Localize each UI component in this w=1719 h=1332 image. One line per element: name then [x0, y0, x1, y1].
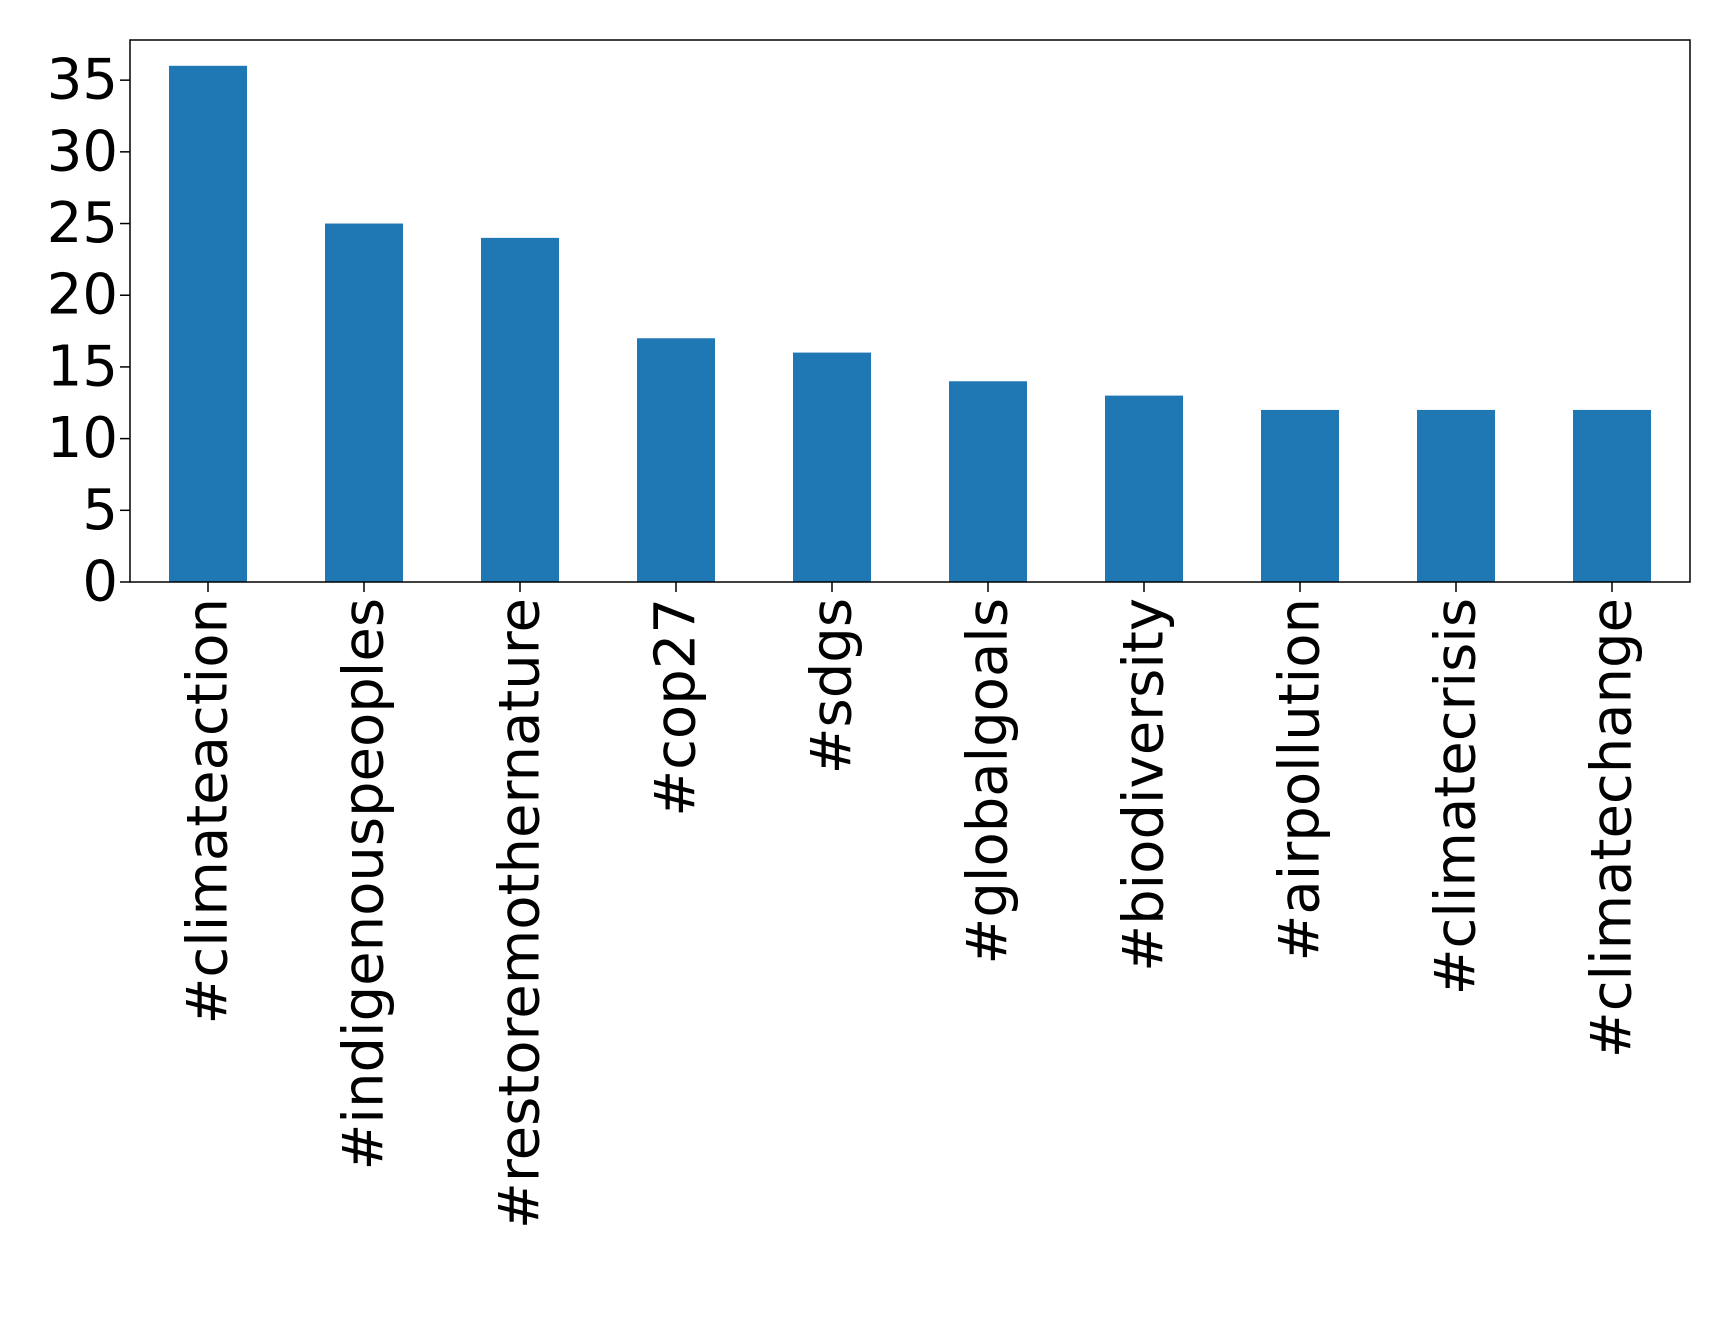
bar-sdgs	[793, 352, 871, 582]
x-tick-label-climatechange: #climatechange	[1580, 598, 1645, 1058]
y-tick-label: 15	[47, 334, 118, 399]
bar-cop27	[637, 338, 715, 582]
x-tick-label-sdgs: #sdgs	[800, 598, 865, 774]
y-tick-label: 25	[47, 191, 118, 256]
y-tick-label: 20	[47, 263, 118, 328]
bar-climateaction	[169, 65, 247, 583]
bar-restoremothernature	[481, 237, 559, 582]
x-tick-label-restoremothernature: #restoremothernature	[488, 598, 553, 1229]
y-tick-label: 10	[47, 406, 118, 471]
bar-indigenouspeoples	[325, 223, 403, 582]
bar-globalgoals	[949, 381, 1027, 582]
x-tick-label-cop27: #cop27	[644, 598, 709, 817]
y-tick-label: 30	[47, 119, 118, 184]
axes-frame	[129, 39, 1691, 583]
bar-airpollution	[1261, 409, 1339, 582]
x-tick-label-climateaction: #climateaction	[176, 598, 241, 1024]
bar-biodiversity	[1105, 395, 1183, 582]
y-tick-label: 35	[47, 48, 118, 113]
x-tick-label-biodiversity: #biodiversity	[1112, 598, 1177, 972]
y-tick-label: 5	[82, 478, 118, 543]
x-tick-label-airpollution: #airpollution	[1268, 598, 1333, 962]
bar-climatechange	[1573, 409, 1651, 582]
bars-group	[169, 65, 1651, 583]
y-tick-label: 0	[82, 550, 118, 615]
x-tick-label-globalgoals: #globalgoals	[956, 598, 1021, 965]
x-tick-label-indigenouspeoples: #indigenouspeoples	[332, 598, 397, 1171]
x-axis: #climateaction #indigenouspeoples #restore…	[176, 582, 1645, 1229]
x-tick-label-climatecrisis: #climatecrisis	[1424, 598, 1489, 995]
bar-climatecrisis	[1417, 409, 1495, 582]
